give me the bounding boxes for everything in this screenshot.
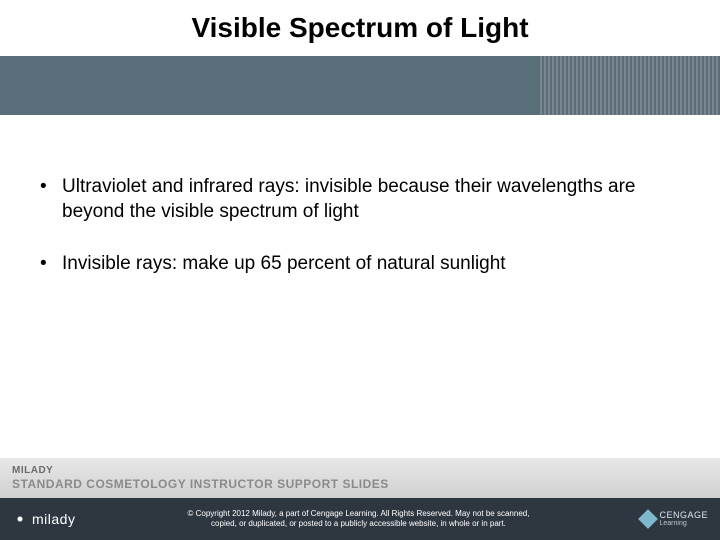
bullet-dot: •: [40, 252, 62, 277]
copyright-line2: copied, or duplicated, or posted to a pu…: [95, 519, 621, 529]
logo-right-l2: Learning: [659, 520, 708, 527]
slide-title: Visible Spectrum of Light: [0, 12, 720, 44]
bottom-bar: milady © Copyright 2012 Milady, a part o…: [0, 498, 720, 540]
bullet-item: • Ultraviolet and infrared rays: invisib…: [40, 175, 680, 224]
cengage-logo: CENGAGE Learning: [641, 511, 708, 527]
footer-subtitle: STANDARD COSMETOLOGY INSTRUCTOR SUPPORT …: [12, 477, 389, 491]
bullet-dot: •: [40, 175, 62, 224]
logo-right-l1: CENGAGE: [659, 511, 708, 520]
footer-brand: MILADY: [12, 465, 389, 476]
bullet-item: • Invisible rays: make up 65 percent of …: [40, 252, 680, 277]
footer-band: MILADY STANDARD COSMETOLOGY INSTRUCTOR S…: [0, 458, 720, 498]
content-area: • Ultraviolet and infrared rays: invisib…: [40, 175, 680, 305]
copyright-text: © Copyright 2012 Milady, a part of Cenga…: [75, 509, 641, 530]
cube-icon: [639, 509, 659, 529]
milady-logo: milady: [12, 511, 75, 527]
logo-left-text: milady: [32, 511, 75, 527]
copyright-line1: © Copyright 2012 Milady, a part of Cenga…: [95, 509, 621, 519]
bullet-text: Invisible rays: make up 65 percent of na…: [62, 252, 506, 277]
burst-icon: [12, 511, 28, 527]
bullet-text: Ultraviolet and infrared rays: invisible…: [62, 175, 680, 224]
